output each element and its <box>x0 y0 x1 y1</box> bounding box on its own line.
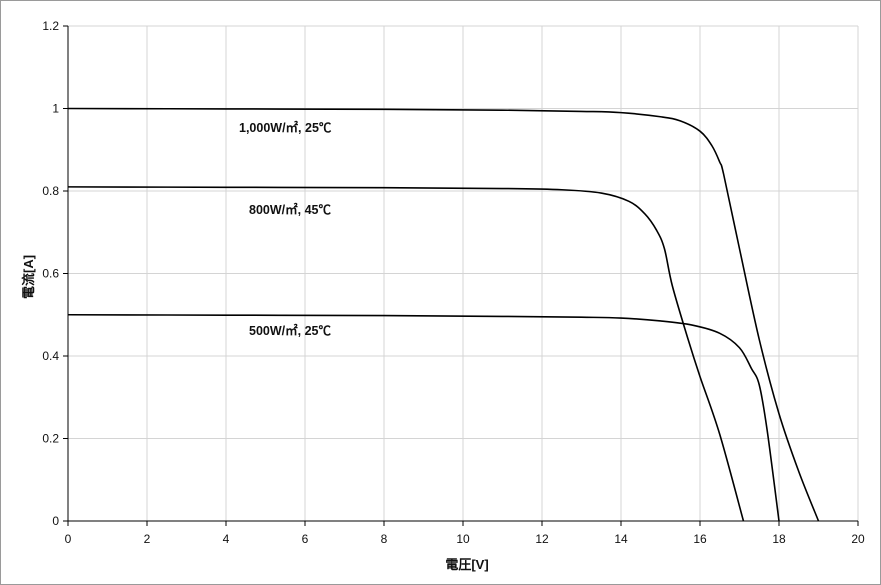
x-tick-label-10: 20 <box>851 532 865 546</box>
x-tick-label-2: 4 <box>223 532 230 546</box>
x-tick-label-5: 10 <box>456 532 470 546</box>
series-label-800w: 800W/㎡, 45℃ <box>249 202 331 217</box>
y-axis-title: 電流[A] <box>21 255 36 299</box>
y-tick-label-6: 1.2 <box>42 19 59 33</box>
x-tick-label-4: 8 <box>381 532 388 546</box>
x-axis-title: 電圧[V] <box>445 557 488 572</box>
x-tick-label-0: 0 <box>65 532 72 546</box>
series-lines <box>67 107 820 522</box>
series-label-1000w: 1,000W/㎡, 25℃ <box>239 120 332 135</box>
y-tick-label-4: 0.8 <box>42 184 59 198</box>
series-line-800w <box>67 186 745 522</box>
x-tick-label-6: 12 <box>535 532 549 546</box>
x-tick-label-9: 18 <box>772 532 786 546</box>
series-line-500w <box>67 313 780 522</box>
x-axis-ticks: 0 2 4 6 8 10 12 14 16 18 20 <box>65 521 865 546</box>
y-axis-ticks: 0 0.2 0.4 0.6 0.8 1 1.2 <box>42 19 68 528</box>
y-tick-label-0: 0 <box>52 514 59 528</box>
gridlines <box>68 25 859 521</box>
y-tick-label-2: 0.4 <box>42 349 59 363</box>
x-tick-label-1: 2 <box>144 532 151 546</box>
series-line-1000w <box>67 107 820 522</box>
y-tick-label-1: 0.2 <box>42 432 59 446</box>
x-tick-label-7: 14 <box>614 532 628 546</box>
y-tick-label-5: 1 <box>52 102 59 116</box>
x-tick-label-3: 6 <box>302 532 309 546</box>
x-tick-label-8: 16 <box>693 532 707 546</box>
series-label-500w: 500W/㎡, 25℃ <box>249 323 331 338</box>
y-tick-label-3: 0.6 <box>42 267 59 281</box>
